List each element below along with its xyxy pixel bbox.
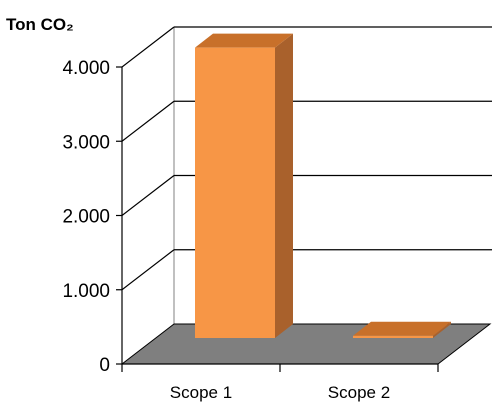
bar-side bbox=[433, 321, 451, 338]
y-tick-labels: 0 1.000 2.000 3.000 4.000 bbox=[62, 58, 110, 376]
y-tick-label: 2.000 bbox=[62, 207, 110, 228]
y-tick-label: 0 bbox=[99, 355, 110, 376]
bar-side bbox=[275, 33, 293, 338]
bars bbox=[195, 33, 451, 338]
axes bbox=[116, 66, 439, 372]
bar bbox=[195, 33, 293, 338]
x-tick-label: Scope 1 bbox=[170, 383, 232, 402]
gridline-diagonal bbox=[121, 175, 175, 216]
gridlines bbox=[121, 26, 492, 291]
x-tick-labels: Scope 1 Scope 2 bbox=[170, 383, 390, 402]
bar-top bbox=[353, 321, 451, 336]
bar-front bbox=[353, 335, 433, 338]
x-tick-label: Scope 2 bbox=[328, 383, 390, 402]
bar bbox=[353, 321, 451, 338]
y-tick-label: 3.000 bbox=[62, 132, 110, 153]
gridline-diagonal bbox=[121, 100, 175, 142]
gridline-diagonal bbox=[121, 249, 175, 291]
y-tick-label: 1.000 bbox=[62, 281, 110, 302]
bar-front bbox=[195, 47, 275, 338]
y-axis-unit-label: Ton CO₂ bbox=[6, 15, 74, 34]
bar-top bbox=[195, 33, 293, 48]
gridline-diagonal bbox=[121, 26, 175, 68]
y-tick-label: 4.000 bbox=[62, 58, 110, 79]
